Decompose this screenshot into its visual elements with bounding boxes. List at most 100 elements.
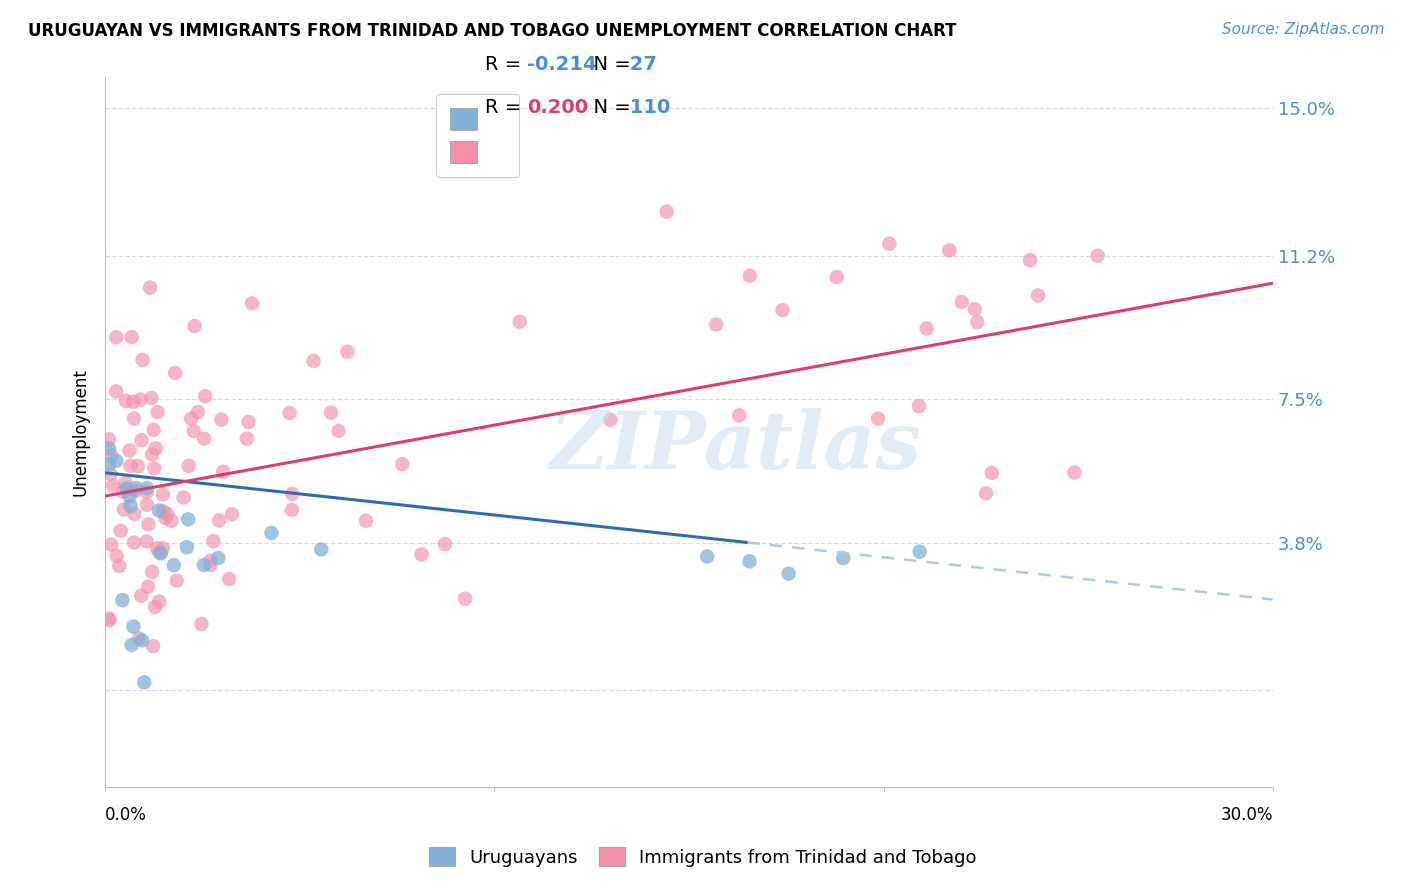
Text: 110: 110: [623, 98, 671, 117]
Point: [100, 467, 122, 481]
Point: [908, 545, 931, 559]
Point: [135, 534, 157, 549]
Point: [236, 432, 259, 446]
Point: [221, 507, 243, 521]
Point: [336, 344, 359, 359]
Point: [129, 392, 152, 407]
Point: [134, 675, 156, 690]
Point: [122, 535, 145, 549]
Point: [127, 458, 149, 473]
Point: [98, 613, 121, 627]
Point: [125, 481, 148, 495]
Point: [115, 393, 138, 408]
Point: [980, 466, 1002, 480]
Legend:    ,    : ,: [436, 95, 519, 178]
Point: [98, 442, 121, 456]
Point: [311, 542, 333, 557]
Point: [454, 591, 477, 606]
Point: [136, 580, 159, 594]
Point: [152, 504, 174, 518]
Point: [176, 540, 198, 554]
Text: Source: ZipAtlas.com: Source: ZipAtlas.com: [1222, 22, 1385, 37]
Point: [165, 366, 187, 380]
Text: ZIPatlas: ZIPatlas: [550, 408, 922, 485]
Point: [218, 572, 240, 586]
Point: [149, 546, 172, 560]
Point: [938, 244, 960, 258]
Point: [114, 475, 136, 490]
Point: [728, 409, 751, 423]
Text: R =: R =: [485, 55, 522, 74]
Point: [122, 411, 145, 425]
Point: [434, 537, 457, 551]
Point: [141, 565, 163, 579]
Point: [142, 639, 165, 653]
Point: [281, 503, 304, 517]
Point: [112, 484, 135, 499]
Point: [115, 482, 138, 496]
Point: [120, 458, 142, 473]
Point: [328, 424, 350, 438]
Point: [135, 481, 157, 495]
Y-axis label: Unemployment: Unemployment: [72, 368, 89, 496]
Point: [319, 406, 342, 420]
Text: N =: N =: [581, 55, 630, 74]
Point: [193, 432, 215, 446]
Point: [509, 315, 531, 329]
Point: [121, 330, 143, 344]
Point: [156, 507, 179, 521]
Point: [696, 549, 718, 564]
Point: [200, 554, 222, 568]
Point: [155, 510, 177, 524]
Point: [163, 558, 186, 573]
Point: [187, 405, 209, 419]
Point: [121, 638, 143, 652]
Point: [832, 551, 855, 566]
Text: URUGUAYAN VS IMMIGRANTS FROM TRINIDAD AND TOBAGO UNEMPLOYMENT CORRELATION CHART: URUGUAYAN VS IMMIGRANTS FROM TRINIDAD AN…: [28, 22, 956, 40]
Point: [963, 302, 986, 317]
Point: [143, 461, 166, 475]
Point: [111, 593, 134, 607]
Point: [105, 454, 128, 468]
Point: [146, 405, 169, 419]
Point: [190, 617, 212, 632]
Point: [200, 558, 222, 573]
Point: [212, 465, 235, 479]
Point: [142, 423, 165, 437]
Point: [183, 424, 205, 438]
Point: [124, 507, 146, 521]
Point: [105, 330, 128, 344]
Point: [131, 633, 153, 648]
Point: [148, 595, 170, 609]
Point: [120, 499, 142, 513]
Point: [108, 558, 131, 573]
Point: [139, 280, 162, 294]
Point: [599, 413, 621, 427]
Text: 0.0%: 0.0%: [105, 806, 148, 824]
Point: [129, 589, 152, 603]
Point: [136, 485, 159, 500]
Point: [125, 483, 148, 498]
Point: [122, 619, 145, 633]
Point: [131, 433, 153, 447]
Point: [105, 549, 128, 563]
Point: [152, 487, 174, 501]
Text: 30.0%: 30.0%: [1220, 806, 1272, 824]
Point: [1026, 288, 1049, 302]
Point: [908, 399, 931, 413]
Text: N =: N =: [581, 98, 630, 117]
Point: [208, 513, 231, 527]
Point: [866, 411, 889, 425]
Text: -0.214: -0.214: [527, 55, 598, 74]
Point: [145, 442, 167, 456]
Point: [177, 458, 200, 473]
Text: R =: R =: [485, 98, 522, 117]
Point: [138, 517, 160, 532]
Point: [655, 204, 678, 219]
Point: [1063, 466, 1085, 480]
Point: [143, 600, 166, 615]
Point: [207, 551, 229, 566]
Point: [177, 512, 200, 526]
Legend: Uruguayans, Immigrants from Trinidad and Tobago: Uruguayans, Immigrants from Trinidad and…: [420, 838, 986, 876]
Point: [966, 315, 988, 329]
